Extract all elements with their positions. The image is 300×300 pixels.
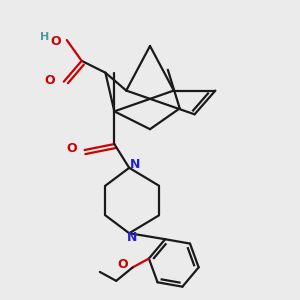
Text: H: H: [40, 32, 49, 42]
Text: N: N: [127, 231, 137, 244]
Text: O: O: [67, 142, 77, 155]
Text: O: O: [44, 74, 55, 87]
Text: O: O: [118, 258, 128, 271]
Text: N: N: [130, 158, 140, 171]
Text: O: O: [50, 35, 61, 48]
